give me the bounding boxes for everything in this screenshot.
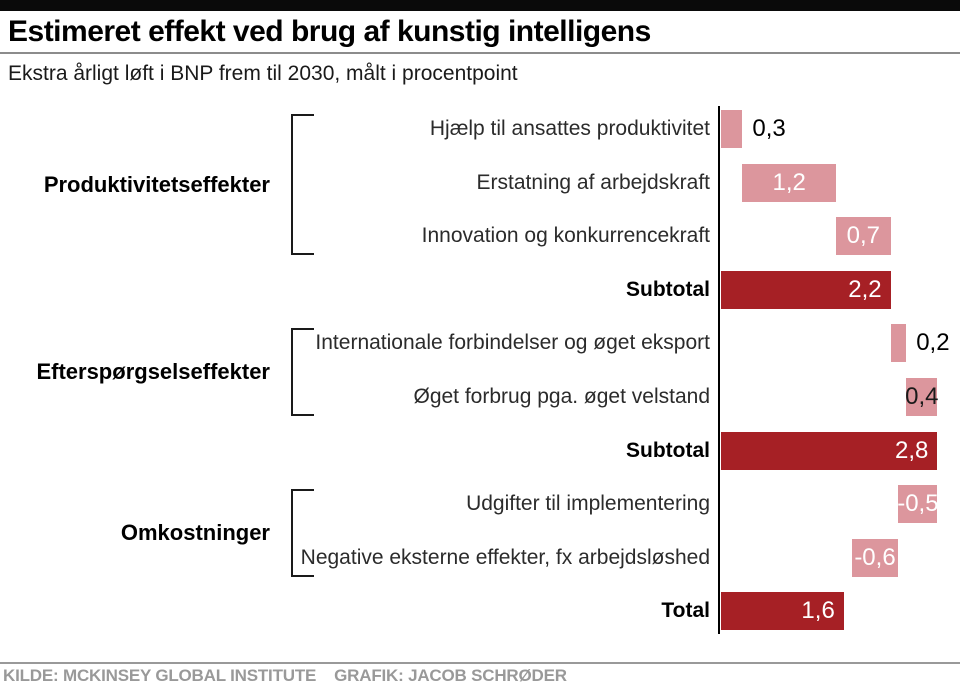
title-divider [0,52,960,54]
group-bracket [291,489,314,577]
value-label: 0,3 [752,115,786,142]
group-bracket [291,328,314,416]
graphics-credit: GRAFIK: JACOB SCHRØDER [334,666,567,685]
footer: KILDE: MCKINSEY GLOBAL INSTITUTE GRAFIK: … [3,666,957,686]
page-title: Estimeret effekt ved brug af kunstig int… [8,15,651,48]
bar-segment: 0,4 [905,378,939,416]
value-label: -0,5 [897,490,939,518]
source-credit: KILDE: MCKINSEY GLOBAL INSTITUTE [3,666,317,685]
row-label: Internationale forbindelser og øget eksp… [315,331,710,355]
bar-segment [890,324,907,363]
subtotal-bar: 2,8 [721,431,938,470]
top-black-bar [0,0,960,11]
value-label: 2,8 [895,436,929,464]
chart-axis [718,106,720,634]
group-label: Omkostninger [120,520,270,545]
subtotal-bar: 2,2 [721,270,891,309]
value-label: -0,6 [854,543,896,571]
footer-divider [0,662,960,664]
group-bracket [291,114,314,256]
bar-segment: -0,6 [851,538,899,577]
row-label: Negative eksterne effekter, fx arbejdslø… [300,545,710,569]
row-label: Erstatning af arbejdskraft [476,170,710,194]
value-label: 1,2 [772,168,806,196]
row-label: Innovation og konkurrencekraft [421,224,710,248]
row-label: Udgifter til implementering [466,492,710,516]
value-label: 0,2 [916,329,950,357]
value-label: 1,6 [801,597,835,625]
bar-segment: -0,5 [897,485,939,524]
bar-segment: 1,2 [742,163,836,202]
row-label: Subtotal [626,438,710,462]
total-bar: 1,6 [721,592,844,631]
bar-segment: 0,7 [836,217,891,256]
group-label: Efterspørgselseffekter [36,359,270,385]
row-label: Hjælp til ansattes produktivitet [429,117,710,140]
bar-segment [721,110,743,148]
value-label: 2,2 [848,275,882,303]
group-label: Produktivitetseffekter [43,171,270,197]
row-label: Total [661,599,710,623]
row-label: Subtotal [626,277,710,301]
row-label: Øget forbrug pga. øget velstand [413,385,710,408]
value-label: 0,7 [846,222,880,250]
value-label: 0,4 [905,383,939,410]
page-subtitle: Ekstra årligt løft i BNP frem til 2030, … [8,62,518,85]
